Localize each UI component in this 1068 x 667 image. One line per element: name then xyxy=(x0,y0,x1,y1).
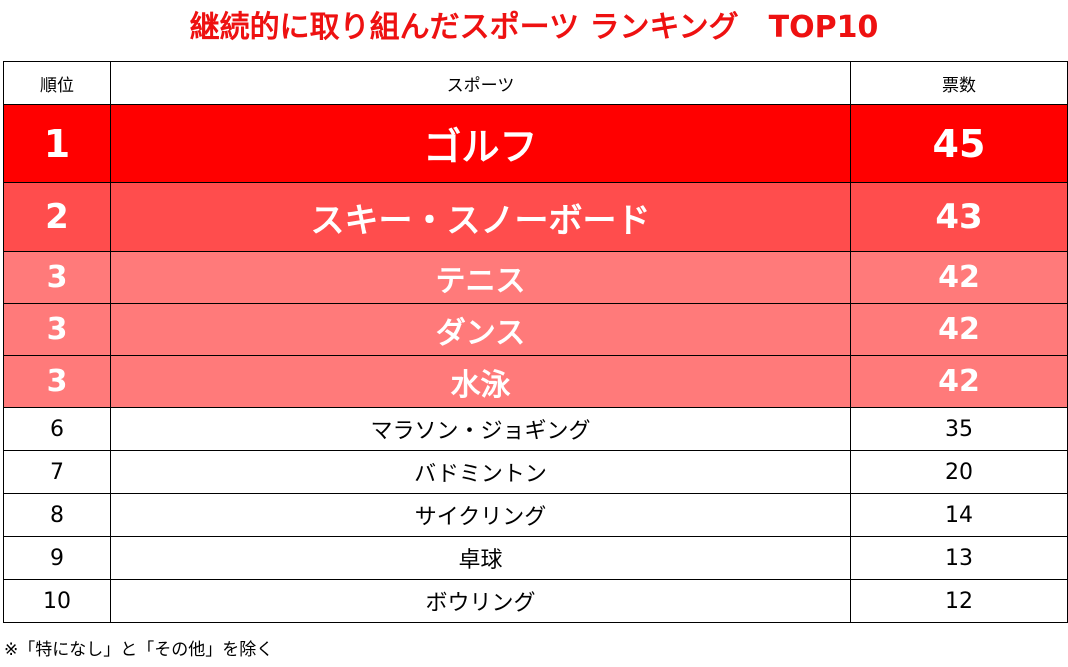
page-title: 継続的に取り組んだスポーツ ランキング TOP10 xyxy=(189,10,879,45)
sport-cell: スキー・スノーボード xyxy=(110,182,851,252)
sport-cell: ボウリング xyxy=(110,579,851,623)
rank-cell: 3 xyxy=(3,303,111,356)
header-votes: 票数 xyxy=(850,61,1068,105)
votes-cell: 35 xyxy=(850,407,1068,451)
table-row: 9 卓球 13 xyxy=(3,536,1068,580)
votes-cell: 42 xyxy=(850,303,1068,356)
rank-cell: 9 xyxy=(3,536,111,580)
rank-cell: 7 xyxy=(3,450,111,494)
votes-cell: 20 xyxy=(850,450,1068,494)
votes-cell: 13 xyxy=(850,536,1068,580)
votes-cell: 12 xyxy=(850,579,1068,623)
rank-cell: 6 xyxy=(3,407,111,451)
rank-cell: 1 xyxy=(3,104,111,183)
header-rank: 順位 xyxy=(3,61,111,105)
votes-cell: 45 xyxy=(850,104,1068,183)
votes-cell: 42 xyxy=(850,355,1068,408)
table-row: 2 スキー・スノーボード 43 xyxy=(3,182,1068,252)
table-row: 6 マラソン・ジョギング 35 xyxy=(3,407,1068,451)
sport-cell: 水泳 xyxy=(110,355,851,408)
table-row: 3 テニス 42 xyxy=(3,251,1068,304)
sport-cell: ダンス xyxy=(110,303,851,356)
votes-cell: 43 xyxy=(850,182,1068,252)
sport-cell: バドミントン xyxy=(110,450,851,494)
votes-cell: 14 xyxy=(850,493,1068,537)
sport-cell: テニス xyxy=(110,251,851,304)
header-sport: スポーツ xyxy=(110,61,851,105)
rank-cell: 10 xyxy=(3,579,111,623)
table-header-row: 順位 スポーツ 票数 xyxy=(3,61,1068,105)
rank-cell: 3 xyxy=(3,355,111,408)
table-row: 3 水泳 42 xyxy=(3,355,1068,408)
rank-cell: 8 xyxy=(3,493,111,537)
rank-cell: 3 xyxy=(3,251,111,304)
table-row: 10 ボウリング 12 xyxy=(3,579,1068,623)
table-row: 3 ダンス 42 xyxy=(3,303,1068,356)
footnote: ※「特になし」と「その他」を除く xyxy=(4,640,274,660)
rank-cell: 2 xyxy=(3,182,111,252)
sport-cell: ゴルフ xyxy=(110,104,851,183)
sport-cell: マラソン・ジョギング xyxy=(110,407,851,451)
table-row: 8 サイクリング 14 xyxy=(3,493,1068,537)
table-row: 1 ゴルフ 45 xyxy=(3,104,1068,183)
ranking-table: 順位 スポーツ 票数 1 ゴルフ 45 2 スキー・スノーボード 43 3 テニ… xyxy=(3,61,1068,623)
sport-cell: サイクリング xyxy=(110,493,851,537)
table-row: 7 バドミントン 20 xyxy=(3,450,1068,494)
votes-cell: 42 xyxy=(850,251,1068,304)
sport-cell: 卓球 xyxy=(110,536,851,580)
